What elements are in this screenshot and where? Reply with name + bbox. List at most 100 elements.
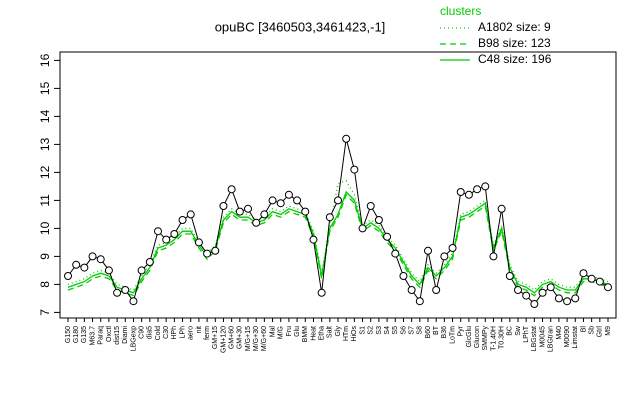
x-tick-label: Paraq [98, 326, 105, 345]
x-tick-label: M9 [605, 326, 612, 336]
gene-point [415, 297, 424, 306]
x-tick-label: Mal [269, 326, 276, 338]
gene-point [72, 260, 81, 269]
x-tick-label: T-1.40H [490, 326, 497, 351]
y-tick-label: 15 [38, 81, 52, 95]
x-tick-label: C90 [138, 326, 145, 339]
gene-point [121, 286, 130, 294]
gene-point [383, 232, 392, 241]
x-tick-label: HiOs [351, 326, 358, 342]
x-tick-label: Heat [310, 326, 317, 341]
gene-point [522, 291, 531, 300]
x-tick-label: aero [188, 326, 195, 340]
x-tick-label: M0090 [564, 326, 571, 348]
y-tick-label: 16 [38, 53, 52, 67]
gene-point [571, 294, 580, 303]
x-tick-label: Sb [588, 326, 595, 335]
x-tick-label: GM+30 [237, 326, 244, 349]
x-tick-label: Oxctl [106, 326, 113, 342]
x-tick-label: Gtrl [597, 326, 604, 338]
legend-title: clusters [440, 4, 481, 18]
gene-point [456, 188, 465, 196]
x-tick-label: T0.30H [498, 326, 505, 349]
gene-point [317, 288, 326, 297]
x-tick-label: LPhT [523, 325, 530, 342]
x-tick-label: Salt [327, 326, 334, 338]
x-tick-label: HPh [171, 326, 178, 340]
x-tick-label: Sw [515, 325, 522, 336]
x-tick-label: LPh [179, 326, 186, 339]
gene-point [162, 235, 171, 244]
x-tick-label: S6 [400, 326, 407, 335]
legend-label: B98 size: 123 [478, 36, 551, 50]
x-tick-label: HTm [343, 326, 350, 341]
gene-point [374, 216, 383, 224]
x-tick-label: M63.7 [89, 326, 96, 346]
gene-point [154, 227, 162, 236]
x-tick-label: C30 [163, 326, 170, 339]
gene-point [407, 286, 416, 294]
x-tick-label: S7 [408, 326, 415, 335]
cluster-line [67, 190, 609, 294]
x-tick-label: M/G+60 [261, 326, 268, 351]
gene-point [113, 288, 122, 297]
gene-point [276, 199, 285, 208]
x-tick-label: Fru [286, 326, 293, 337]
legend-label: A1802 size: 9 [478, 20, 551, 34]
gene-point [284, 190, 293, 199]
y-tick-label: 7 [38, 309, 52, 316]
x-tick-label: Glu [294, 326, 301, 337]
x-tick-label: G180 [73, 326, 80, 343]
gene-point [579, 269, 588, 278]
gene-point [481, 182, 490, 191]
x-tick-label: GlcGlu [466, 326, 473, 348]
x-tick-label: SMMPy [482, 326, 489, 351]
x-tick-label: dist15 [114, 326, 121, 345]
gene-point [473, 185, 482, 194]
x-tick-label: Gly [335, 326, 342, 337]
chart-title: opuBC [3460503,3461423,-1] [215, 19, 386, 34]
gene-point [514, 286, 522, 294]
gene-point [391, 249, 400, 258]
gene-point [350, 165, 359, 174]
x-tick-label: M/G [278, 326, 285, 339]
y-tick-label: 10 [38, 221, 52, 235]
gene-point [104, 266, 113, 275]
gene-point [260, 210, 269, 219]
x-tick-label: Pyr [458, 325, 465, 336]
gene-point [186, 210, 195, 219]
gene-point [227, 185, 236, 194]
x-tick-label: Etha [318, 326, 325, 341]
gene-point [546, 283, 555, 292]
x-tick-label: LoTm [449, 326, 456, 344]
x-tick-label: ferm [204, 326, 211, 340]
x-tick-label: Glucon [474, 326, 481, 348]
x-tick-label: dia5 [147, 326, 154, 339]
x-tick-label: Diami [122, 326, 129, 344]
x-tick-label: nit [196, 326, 203, 333]
gene-point [170, 230, 179, 238]
gene-point [432, 286, 441, 294]
x-tick-label: G150 [65, 326, 72, 343]
gene-line [67, 138, 609, 305]
x-tick-label: M0045 [539, 326, 546, 348]
gene-point [64, 272, 72, 280]
x-tick-label: M40 [556, 326, 563, 340]
gene-point [448, 244, 457, 252]
gene-point [342, 134, 351, 143]
gene-point [96, 255, 105, 264]
x-tick-label: S4 [384, 326, 391, 335]
gene-point [309, 235, 318, 244]
y-tick-label: 11 [38, 194, 52, 207]
gene-point [219, 202, 228, 210]
x-tick-label: S8 [417, 326, 424, 335]
gene-point [505, 272, 514, 280]
gene-point [88, 252, 97, 261]
gene-point [211, 246, 220, 255]
gene-point [325, 213, 334, 222]
gene-point [489, 252, 498, 261]
gene-point [334, 196, 342, 205]
x-tick-label: BMM [302, 326, 309, 343]
gene-point [358, 224, 367, 233]
gene-point [554, 294, 563, 303]
